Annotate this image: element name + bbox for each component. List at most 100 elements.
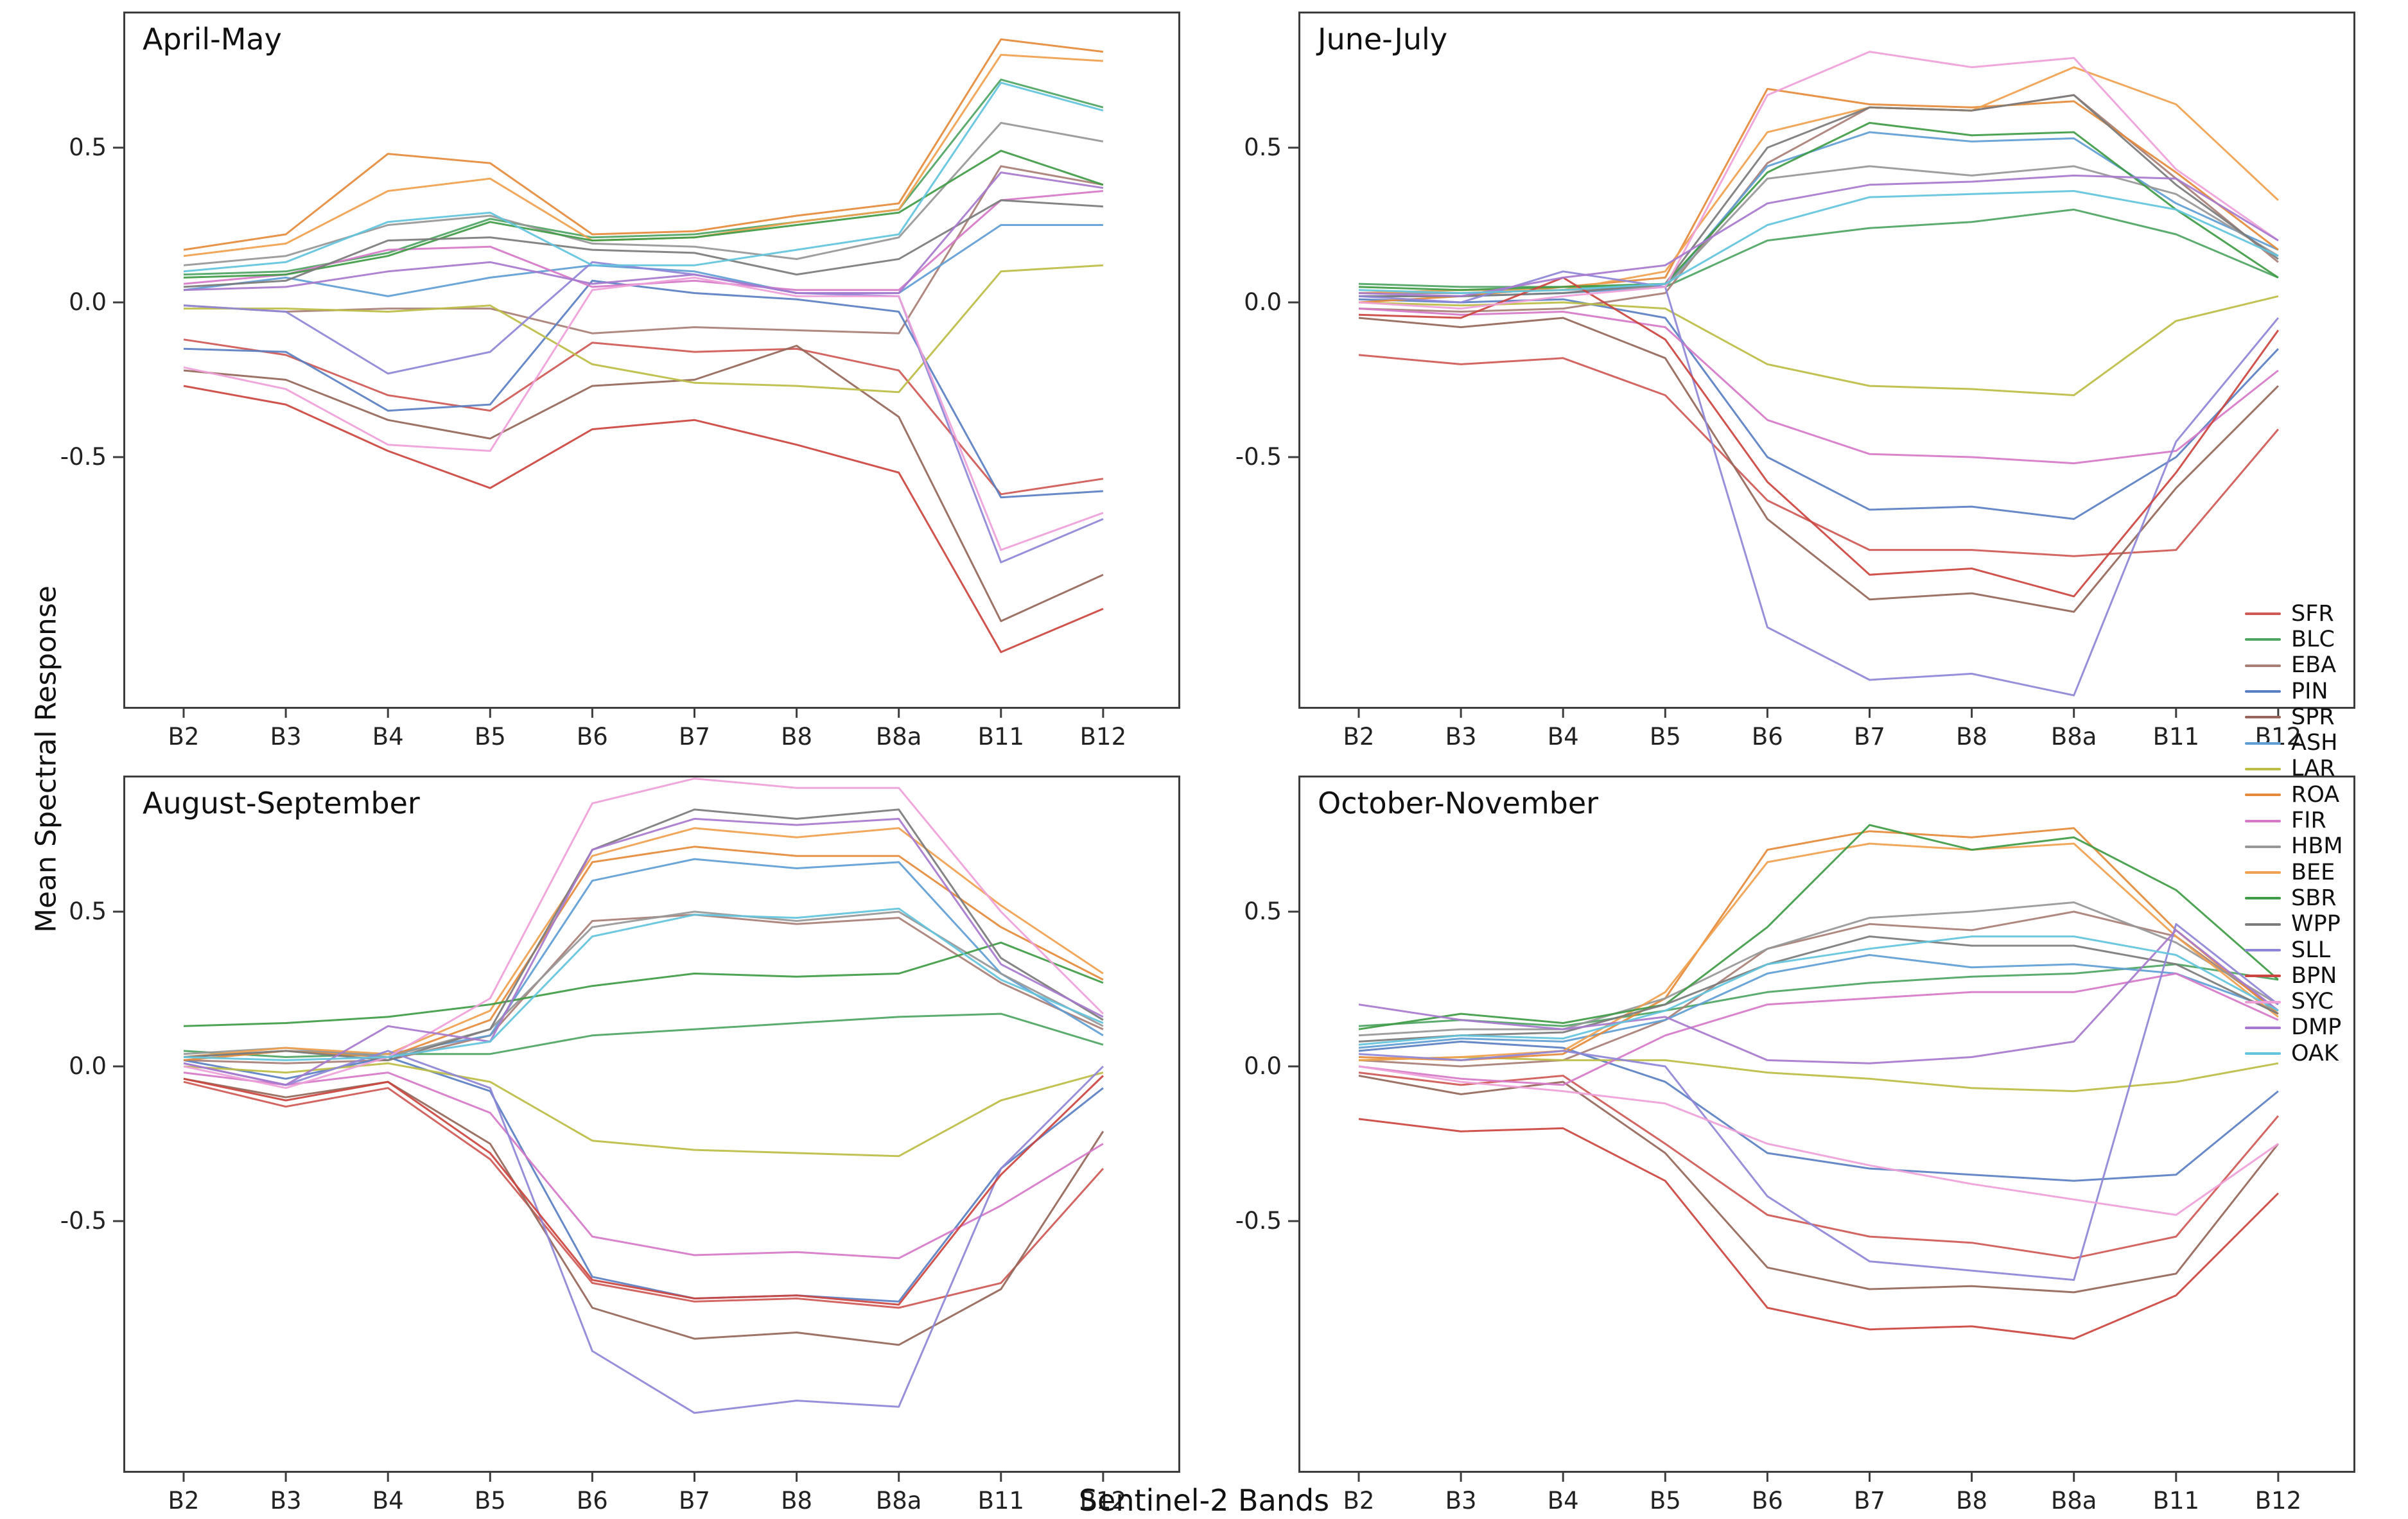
series-line-SYC: [183, 276, 1104, 551]
panel-title-june-july: June-July: [1318, 22, 1448, 56]
series-line-BPN: [1358, 276, 2280, 598]
legend-line-swatch-BEE: [2245, 871, 2281, 874]
series-line-SPR: [1358, 317, 2279, 613]
legend-label-SLL: SLL: [2291, 937, 2331, 963]
legend-item-SLL: SLL: [2245, 937, 2343, 963]
legend-item-PIN: PIN: [2245, 679, 2343, 704]
series-line-SFR: [183, 338, 1104, 496]
x-tick-label-B8: B8: [1956, 723, 1988, 751]
series-line-ROA: [183, 38, 1104, 251]
x-tick-label-B2: B2: [168, 1487, 200, 1515]
series-line-PIN: [183, 279, 1103, 499]
series-line-LAR: [1358, 295, 2279, 397]
series-line-ROA: [1358, 87, 2279, 304]
legend-item-EBA: EBA: [2245, 653, 2343, 679]
legend-item-SBR: SBR: [2245, 885, 2343, 911]
legend-item-SPR: SPR: [2245, 704, 2343, 730]
series-line-EBA: [183, 914, 1104, 1064]
x-tick-label-B11: B11: [977, 723, 1025, 751]
x-tick-label-B4: B4: [372, 1487, 404, 1515]
legend-item-ASH: ASH: [2245, 730, 2343, 756]
y-tick-label: 0.5: [69, 134, 107, 161]
y-tick-label: 0.0: [69, 288, 107, 316]
x-tick-label-B8a: B8a: [2050, 1487, 2097, 1515]
legend-item-HBM: HBM: [2245, 834, 2343, 860]
legend-line-swatch-SLL: [2245, 949, 2281, 951]
y-tick-label: -0.5: [60, 1207, 107, 1235]
series-line-FIR: [183, 1072, 1104, 1260]
series-line-BPN: [183, 1075, 1104, 1306]
legend-label-EBA: EBA: [2291, 652, 2337, 679]
legend-item-BEE: BEE: [2245, 860, 2343, 885]
axes-spines: [123, 776, 1180, 1473]
y-tick-label: 0.5: [1244, 898, 1282, 925]
panel-april-may: April-May 0.5 0.0 -0.5 B2 B3 B4 B5 B6 B7 B8 B8a B11…: [60, 12, 1180, 751]
legend-label-BEE: BEE: [2291, 859, 2335, 885]
legend: SFR BLC EBA PIN SPR ASH LAR ROA FIR HBM BEE SBR WPP S…: [2245, 601, 2343, 1066]
x-axis-label: Sentinel-2 Bands: [1078, 1483, 1330, 1518]
series-line-SBR: [183, 150, 1104, 279]
legend-line-swatch-FIR: [2245, 819, 2281, 822]
legend-line-swatch-DMP: [2245, 1026, 2281, 1029]
x-tick-label-B5: B5: [474, 1487, 506, 1515]
y-tick-label: 0.5: [1244, 134, 1282, 161]
series-line-BPN: [1358, 1118, 2279, 1340]
y-tick-label: 0.5: [69, 898, 107, 925]
series-line-SBR: [1358, 824, 2279, 1030]
series-line-SBR: [1358, 121, 2279, 291]
series-line-OAK: [1358, 190, 2279, 294]
series-line-DMP: [183, 171, 1104, 294]
series-line-OAK: [183, 907, 1104, 1061]
legend-label-SBR: SBR: [2291, 885, 2337, 911]
series-line-ASH: [1358, 954, 2279, 1049]
legend-line-swatch-ROA: [2245, 794, 2281, 797]
legend-line-swatch-SYC: [2245, 1000, 2281, 1003]
series-line-OAK: [1358, 935, 2279, 1046]
legend-label-BPN: BPN: [2291, 962, 2337, 989]
y-tick-label: 0.0: [1244, 1052, 1282, 1080]
series-line-SLL: [183, 1050, 1104, 1414]
x-tick-label-B8a: B8a: [2050, 723, 2097, 751]
series-line-DMP: [183, 817, 1104, 1086]
series-line-SFR: [1358, 1072, 2280, 1260]
legend-item-OAK: OAK: [2245, 1041, 2343, 1066]
legend-item-SYC: SYC: [2245, 989, 2343, 1014]
legend-item-BLC: BLC: [2245, 627, 2343, 652]
series-line-OAK: [183, 82, 1104, 273]
x-tick-label-B6: B6: [1751, 723, 1783, 751]
x-tick-label-B8a: B8a: [875, 1487, 922, 1515]
legend-label-SYC: SYC: [2291, 989, 2334, 1015]
x-tick-label-B12: B12: [2255, 723, 2302, 751]
legend-label-HBM: HBM: [2291, 833, 2343, 860]
series-line-HBM: [1358, 901, 2279, 1037]
legend-line-swatch-SBR: [2245, 897, 2281, 900]
panel-title-october-november: October-November: [1318, 786, 1599, 820]
x-tick-label-B4: B4: [1547, 723, 1579, 751]
legend-label-FIR: FIR: [2291, 808, 2326, 834]
series-line-SPR: [1358, 1075, 2280, 1294]
panel-june-july: June-July 0.5 0.0 -0.5 B2 B3 B4 B5 B6 B7 B8 B8a B11…: [1235, 12, 2355, 751]
y-tick-label: 0.0: [1244, 288, 1282, 316]
x-tick-label-B7: B7: [1854, 723, 1885, 751]
x-tick-label-B11: B11: [2152, 1487, 2200, 1515]
x-tick-label-B8: B8: [781, 1487, 813, 1515]
legend-label-ASH: ASH: [2291, 730, 2338, 756]
legend-item-DMP: DMP: [2245, 1015, 2343, 1041]
panel-title-august-september: August-September: [143, 786, 420, 820]
panel-august-september: August-September 0.5 0.0 -0.5 B2 B3 B4 B5 B6 B7 B…: [60, 776, 1180, 1515]
y-tick-label: -0.5: [1235, 1207, 1282, 1235]
legend-label-LAR: LAR: [2291, 756, 2335, 782]
legend-line-swatch-PIN: [2245, 690, 2281, 693]
series-line-WPP: [183, 199, 1103, 288]
x-tick-label-B8: B8: [781, 723, 813, 751]
legend-line-swatch-BLC: [2245, 638, 2281, 641]
legend-label-ROA: ROA: [2291, 781, 2340, 808]
x-tick-label-B6: B6: [576, 723, 608, 751]
series-line-PIN: [1358, 1040, 2279, 1182]
x-tick-label-B12: B12: [1079, 1487, 1127, 1515]
legend-line-swatch-LAR: [2245, 767, 2281, 770]
x-tick-label-B3: B3: [1445, 723, 1477, 751]
legend-line-swatch-SPR: [2245, 716, 2281, 719]
series-line-FIR: [1358, 972, 2279, 1086]
series-line-SYC: [183, 777, 1104, 1089]
